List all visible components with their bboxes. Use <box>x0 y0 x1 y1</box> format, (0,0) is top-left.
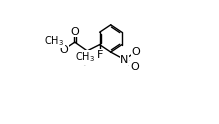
Text: CH$_3$: CH$_3$ <box>44 34 64 48</box>
Text: O: O <box>130 62 139 72</box>
Text: F: F <box>96 49 103 60</box>
Text: O: O <box>131 47 140 57</box>
Text: O: O <box>59 45 68 55</box>
Text: N: N <box>120 55 129 64</box>
Text: O: O <box>70 27 79 37</box>
Text: CH$_3$: CH$_3$ <box>75 51 95 64</box>
